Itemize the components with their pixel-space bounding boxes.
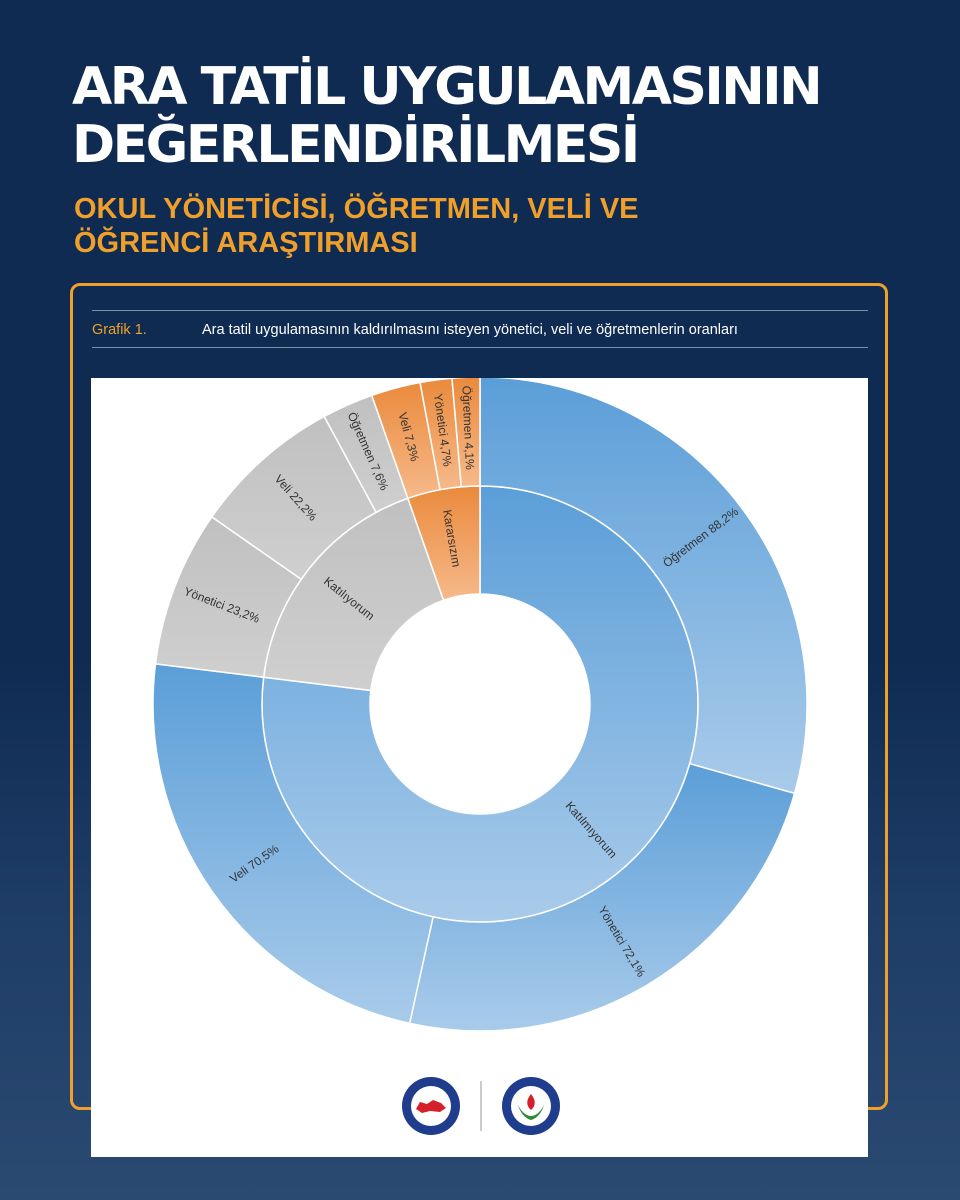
egitim-bir-sen-logo — [502, 1077, 560, 1135]
caption-text: Ara tatil uygulamasının kaldırılmasını i… — [202, 322, 738, 338]
outer-label-ogretmen-4-1: Öğretmen 4,1% — [459, 385, 477, 470]
caption-top-rule — [92, 310, 868, 311]
chart-card: Katılmıyorum Katılıyorum Kararsızım Öğretme… — [91, 378, 868, 1157]
outer-segment-katilmiyorum-veli — [152, 663, 434, 1025]
title-line-1: ARA TATİL UYGULAMASININ — [72, 57, 823, 117]
outer-segment-katilmiyorum-ogretmen — [479, 378, 808, 795]
subtitle-line-2: ÖĞRENCİ ARAŞTIRMASI — [74, 227, 418, 259]
caption-label: Grafik 1. — [92, 322, 147, 338]
caption-bottom-rule — [92, 347, 868, 348]
page-subtitle: OKUL YÖNETİCİSİ, ÖĞRETMEN, VELİ VE ÖĞREN… — [74, 192, 639, 260]
outer-segment-kararsizim-ogretmen — [451, 378, 481, 488]
memur-sen-logo — [402, 1077, 460, 1135]
title-line-2: DEĞERLENDİRİLMESİ — [72, 115, 640, 175]
page-title: ARA TATİL UYGULAMASININ DEĞERLENDİRİLMES… — [72, 57, 823, 175]
outer-segment-katilmiyorum-yonetici — [408, 762, 796, 1032]
subtitle-line-1: OKUL YÖNETİCİSİ, ÖĞRETMEN, VELİ VE — [74, 193, 639, 225]
logos — [402, 1077, 560, 1135]
